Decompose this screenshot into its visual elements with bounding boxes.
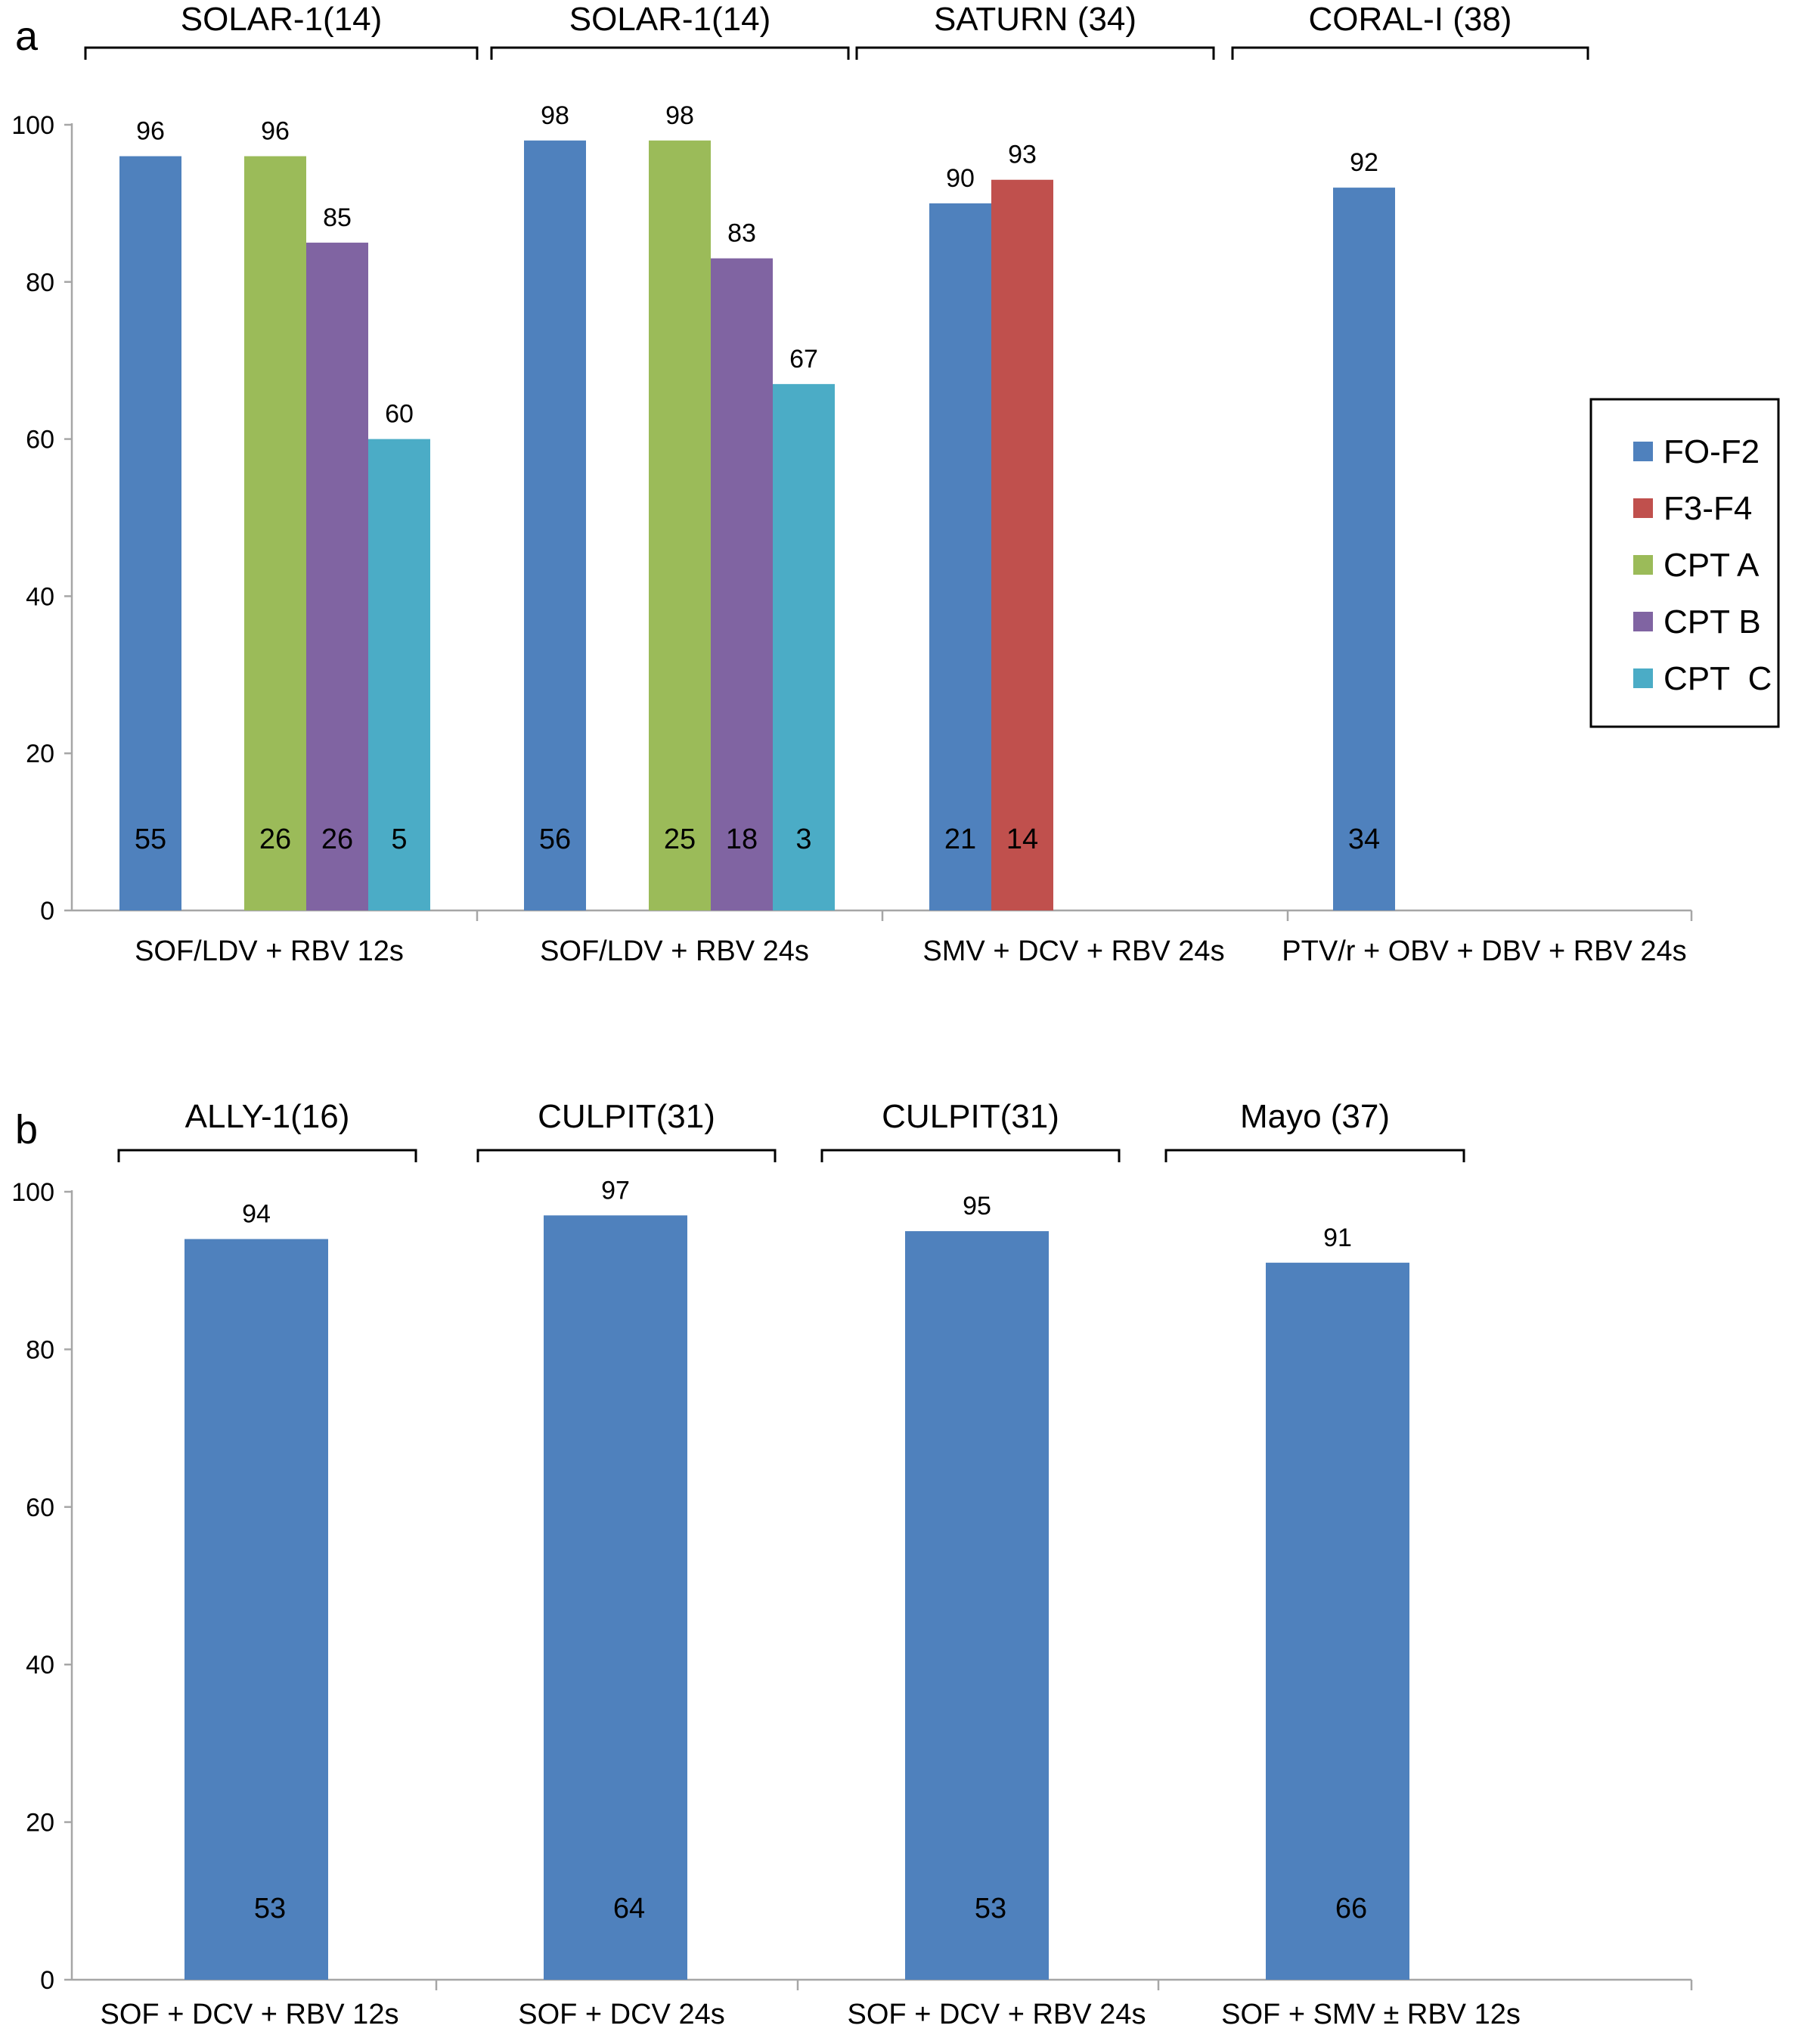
study-bracket xyxy=(820,1149,1121,1162)
study-label: CULPIT(31) xyxy=(882,1098,1059,1135)
bar-n-label: 21 xyxy=(944,823,976,855)
bar-value-label: 98 xyxy=(541,101,569,130)
study-label: CORAL-I (38) xyxy=(1309,1,1512,38)
bar xyxy=(905,1231,1049,1980)
legend-label: CPT B xyxy=(1664,603,1761,640)
study-label: SOLAR-1(14) xyxy=(181,1,383,38)
bar-n-label: 26 xyxy=(321,823,353,855)
bar-n-label: 18 xyxy=(726,823,758,855)
bar-value-label: 83 xyxy=(727,219,756,248)
y-tick-label: 0 xyxy=(40,1966,54,1995)
study-bracket xyxy=(1164,1149,1465,1162)
legend-swatch xyxy=(1633,442,1653,461)
bar-value-label: 96 xyxy=(136,117,165,146)
bar-n-label: 56 xyxy=(539,823,571,855)
bar xyxy=(991,179,1053,911)
x-category-label: SOF/LDV + RBV 24s xyxy=(540,935,809,967)
bar xyxy=(306,242,368,911)
study-bracket xyxy=(1231,46,1589,60)
bar-value-label: 96 xyxy=(261,117,290,146)
bar-value-label: 93 xyxy=(1008,141,1037,169)
study-label: Mayo (37) xyxy=(1240,1098,1390,1135)
bar-value-label: 91 xyxy=(1323,1224,1352,1252)
bar xyxy=(929,203,991,910)
y-tick-label: 100 xyxy=(11,1178,54,1207)
bar-value-label: 97 xyxy=(601,1176,630,1205)
bar xyxy=(1333,188,1395,910)
bar-n-label: 5 xyxy=(391,823,407,855)
y-tick-label: 0 xyxy=(40,897,54,926)
y-tick-label: 40 xyxy=(26,582,54,611)
bar-n-label: 25 xyxy=(664,823,696,855)
y-tick-label: 20 xyxy=(26,1809,54,1838)
bar-n-label: 26 xyxy=(259,823,291,855)
bar-n-label: 14 xyxy=(1006,823,1038,855)
bar-n-label: 53 xyxy=(254,1893,286,1925)
bar-n-label: 55 xyxy=(135,823,166,855)
legend-box xyxy=(1589,398,1780,728)
bar-value-label: 95 xyxy=(963,1192,991,1221)
x-category-label: SOF/LDV + RBV 12s xyxy=(135,935,404,967)
study-bracket xyxy=(117,1149,417,1162)
bar xyxy=(773,383,835,910)
study-label: CULPIT(31) xyxy=(538,1098,715,1135)
bar-n-label: 66 xyxy=(1335,1893,1367,1925)
bar-value-label: 67 xyxy=(789,345,818,374)
study-label: ALLY-1(16) xyxy=(185,1098,350,1135)
bar xyxy=(244,156,306,910)
y-tick-label: 60 xyxy=(26,426,54,454)
y-tick-label: 20 xyxy=(26,740,54,768)
bar xyxy=(119,156,181,910)
legend-swatch xyxy=(1633,555,1653,575)
x-category-label: PTV/r + OBV + DBV + RBV 24s xyxy=(1282,935,1686,967)
x-category-label: SOF + DCV + RBV 12s xyxy=(101,1999,399,2030)
x-category-label: SOF + DCV 24s xyxy=(518,1999,724,2030)
y-tick-label: 100 xyxy=(11,111,54,140)
legend-swatch xyxy=(1633,612,1653,631)
bar xyxy=(649,140,711,910)
x-category-label: SMV + DCV + RBV 24s xyxy=(922,935,1224,967)
bar xyxy=(524,140,586,910)
legend-label: FO-F2 xyxy=(1664,433,1760,470)
bar xyxy=(1266,1262,1409,1980)
y-tick-label: 60 xyxy=(26,1493,54,1522)
bar-value-label: 98 xyxy=(665,101,694,130)
panel-letter: a xyxy=(15,14,39,59)
y-tick-label: 40 xyxy=(26,1651,54,1680)
bar-value-label: 92 xyxy=(1350,148,1378,177)
study-bracket xyxy=(855,46,1215,60)
bar-value-label: 90 xyxy=(946,164,975,193)
y-tick-label: 80 xyxy=(26,1335,54,1364)
x-category-label: SOF + DCV + RBV 24s xyxy=(848,1999,1146,2030)
bar-n-label: 53 xyxy=(975,1893,1006,1925)
study-bracket xyxy=(490,46,850,60)
legend-label: F3-F4 xyxy=(1664,490,1752,527)
bar-n-label: 64 xyxy=(613,1893,645,1925)
study-bracket xyxy=(476,1149,777,1162)
bar xyxy=(544,1215,687,1980)
bar xyxy=(184,1239,328,1980)
bar-n-label: 3 xyxy=(795,823,811,855)
panel-letter: b xyxy=(15,1107,38,1152)
bar-value-label: 94 xyxy=(242,1200,271,1229)
y-tick-label: 80 xyxy=(26,268,54,297)
legend-swatch xyxy=(1633,498,1653,518)
study-bracket xyxy=(84,46,479,60)
legend-label: CPT C xyxy=(1664,660,1772,697)
study-label: SATURN (34) xyxy=(934,1,1136,38)
study-label: SOLAR-1(14) xyxy=(569,1,771,38)
bar-n-label: 34 xyxy=(1348,823,1380,855)
legend-label: CPT A xyxy=(1664,547,1760,584)
bar-value-label: 60 xyxy=(385,400,414,429)
bar xyxy=(368,439,430,910)
bar xyxy=(711,258,773,910)
legend-swatch xyxy=(1633,668,1653,688)
bar-value-label: 85 xyxy=(323,203,352,232)
x-category-label: SOF + SMV ± RBV 12s xyxy=(1221,1999,1521,2030)
